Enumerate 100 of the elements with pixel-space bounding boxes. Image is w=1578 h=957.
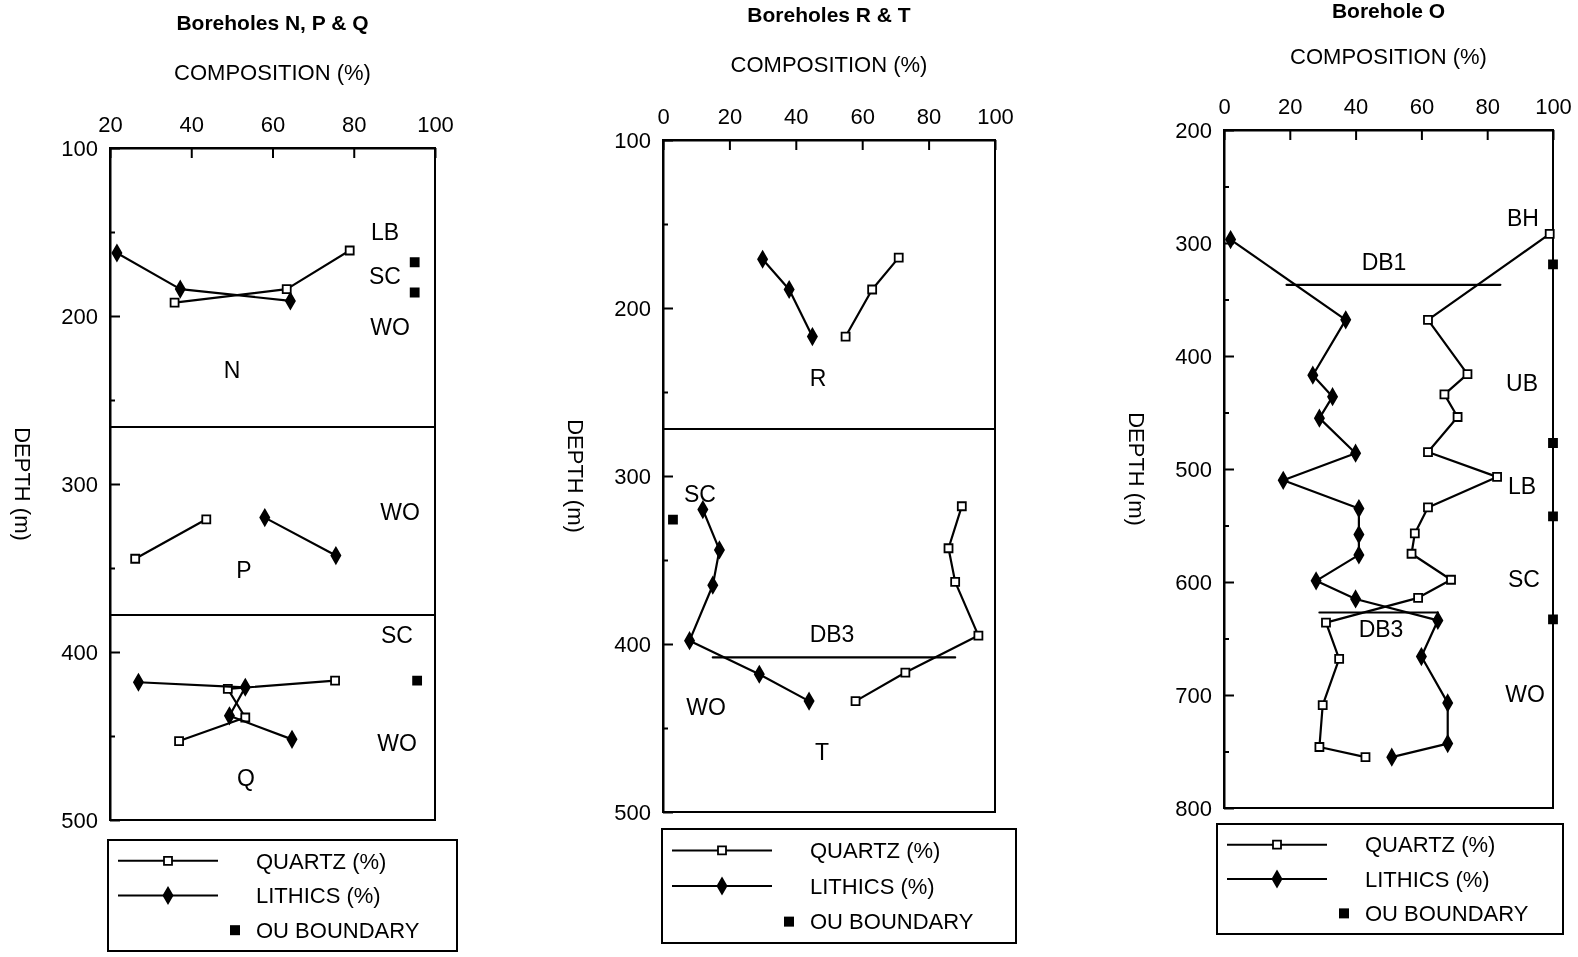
x-axis-title: COMPOSITION (%) xyxy=(174,60,371,85)
x-axis-title: COMPOSITION (%) xyxy=(730,52,928,77)
annotation: BH xyxy=(1507,205,1539,232)
x-tick-label: 60 xyxy=(1409,94,1435,119)
annotation: WO xyxy=(686,694,726,721)
y-tick-label: 400 xyxy=(1175,343,1212,369)
point xyxy=(1423,447,1433,457)
y-tick-label: 100 xyxy=(61,135,98,161)
legend-label: LITHICS (%) xyxy=(810,873,935,899)
x-tick-label: 80 xyxy=(342,112,367,137)
annotation: Q xyxy=(237,765,255,792)
point xyxy=(1548,438,1558,448)
y-tick-label: 200 xyxy=(61,303,98,329)
point xyxy=(943,543,954,554)
point xyxy=(850,696,861,707)
annotation: SC xyxy=(369,263,401,290)
annotation: LB xyxy=(370,219,400,246)
annotation: P xyxy=(236,557,252,584)
x-tick-label: 40 xyxy=(179,112,204,137)
annotation: WO xyxy=(380,499,420,526)
annotation: WO xyxy=(377,730,417,757)
x-tick-label: 20 xyxy=(98,112,123,137)
point xyxy=(900,667,911,678)
point xyxy=(1360,752,1371,763)
annotation: N xyxy=(223,357,241,384)
point xyxy=(1409,528,1420,539)
x-axis-title: COMPOSITION (%) xyxy=(1290,44,1487,69)
point xyxy=(1314,742,1325,752)
point xyxy=(950,576,961,587)
legend-label: LITHICS (%) xyxy=(1365,866,1490,892)
point xyxy=(956,501,967,512)
legend-label: LITHICS (%) xyxy=(256,883,381,909)
y-tick-label: 500 xyxy=(61,807,98,833)
point xyxy=(344,245,355,256)
annotation: SC xyxy=(684,481,716,508)
y-tick-label: 800 xyxy=(1175,795,1212,821)
annotation: UB xyxy=(1506,370,1538,397)
annotation: WO xyxy=(1505,681,1545,708)
chart-title: Borehole O xyxy=(1331,0,1446,22)
x-tick-label: 60 xyxy=(850,104,875,129)
annotation: R xyxy=(809,365,827,392)
y-tick-label: 300 xyxy=(1175,230,1212,256)
x-tick-label: 80 xyxy=(1475,94,1500,119)
point xyxy=(1413,592,1424,603)
y-tick-label: 300 xyxy=(614,463,651,489)
y-tick-label: 400 xyxy=(614,631,651,657)
point xyxy=(201,514,212,525)
legend-label: OU BOUNDARY xyxy=(810,909,974,935)
y-tick-label: 500 xyxy=(1175,456,1212,482)
point xyxy=(1423,502,1433,513)
point xyxy=(1452,412,1463,422)
chart-title: Boreholes R & T xyxy=(747,3,911,26)
point xyxy=(1462,369,1473,379)
point xyxy=(1492,472,1502,482)
point xyxy=(281,284,292,295)
point xyxy=(1423,314,1433,325)
x-tick-label: 60 xyxy=(260,112,286,137)
y-tick-label: 600 xyxy=(1175,569,1212,595)
y-axis-title: DEPTH (m) xyxy=(10,427,35,541)
annotation: LB xyxy=(1507,473,1537,500)
legend-label: OU BOUNDARY xyxy=(256,917,420,943)
annotation: T xyxy=(814,739,830,766)
y-tick-label: 400 xyxy=(61,639,98,665)
point xyxy=(330,675,340,686)
point xyxy=(867,284,878,295)
x-tick-label: 100 xyxy=(977,104,1014,129)
x-tick-label: 0 xyxy=(657,104,670,129)
y-axis-title: DEPTH (m) xyxy=(1124,412,1149,526)
x-tick-label: 100 xyxy=(1535,94,1572,119)
annotation: DB3 xyxy=(1358,616,1404,643)
point xyxy=(1544,229,1555,239)
annotation: DB3 xyxy=(809,621,855,648)
legend-label: QUARTZ (%) xyxy=(1365,832,1496,858)
point xyxy=(1548,614,1558,625)
point xyxy=(1548,511,1558,522)
x-tick-label: 40 xyxy=(1343,94,1369,119)
y-tick-label: 500 xyxy=(614,799,651,825)
x-tick-label: 80 xyxy=(916,104,942,129)
annotation: WO xyxy=(370,314,410,341)
legend-label: OU BOUNDARY xyxy=(1365,901,1529,927)
y-tick-label: 200 xyxy=(1175,117,1212,143)
y-tick-label: 200 xyxy=(614,295,651,321)
x-tick-label: 20 xyxy=(1278,94,1303,119)
point xyxy=(1321,617,1331,628)
point xyxy=(668,514,678,525)
x-tick-label: 40 xyxy=(784,104,809,129)
y-tick-label: 300 xyxy=(61,471,98,497)
legend-label: QUARTZ (%) xyxy=(256,848,387,874)
annotation: SC xyxy=(1508,566,1540,593)
point xyxy=(893,252,904,263)
point xyxy=(1317,700,1328,711)
annotation: DB1 xyxy=(1361,249,1407,276)
point xyxy=(1446,574,1456,585)
point xyxy=(130,553,141,564)
x-tick-label: 0 xyxy=(1218,94,1231,119)
x-tick-label: 100 xyxy=(417,112,454,137)
point xyxy=(409,287,420,298)
point xyxy=(1334,653,1345,664)
legend-label: QUARTZ (%) xyxy=(810,838,941,864)
y-tick-label: 700 xyxy=(1175,682,1212,708)
